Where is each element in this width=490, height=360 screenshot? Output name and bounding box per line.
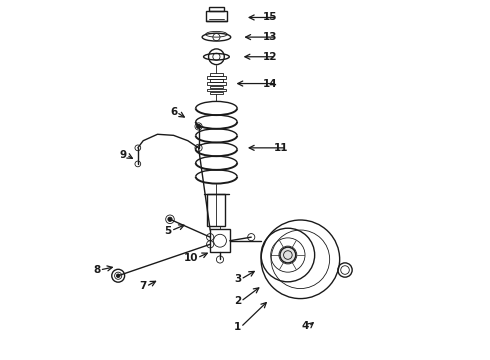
Text: 7: 7 (139, 282, 147, 292)
Bar (207, 89, 226, 91)
Circle shape (280, 247, 296, 263)
Bar (210, 86, 223, 88)
Bar (206, 11, 227, 21)
Circle shape (117, 274, 120, 278)
Circle shape (196, 124, 201, 129)
Text: 5: 5 (165, 226, 172, 236)
Text: 8: 8 (93, 265, 100, 275)
Text: 4: 4 (302, 321, 309, 332)
Text: 2: 2 (234, 296, 242, 306)
Bar (207, 76, 226, 79)
Bar (210, 73, 223, 76)
Text: 13: 13 (263, 32, 277, 42)
Text: 3: 3 (234, 274, 242, 284)
Text: 11: 11 (273, 143, 288, 153)
Bar (210, 92, 223, 94)
Text: 15: 15 (263, 13, 277, 22)
Bar (207, 82, 226, 85)
Text: 6: 6 (170, 107, 177, 117)
Bar (210, 80, 223, 82)
Bar (207, 194, 225, 226)
Text: 12: 12 (263, 52, 277, 62)
Circle shape (168, 217, 172, 221)
Text: 9: 9 (120, 150, 127, 160)
Bar (210, 229, 230, 252)
Text: 14: 14 (263, 78, 277, 89)
Text: 1: 1 (234, 322, 242, 332)
Text: 10: 10 (183, 253, 198, 263)
Bar (209, 7, 224, 11)
